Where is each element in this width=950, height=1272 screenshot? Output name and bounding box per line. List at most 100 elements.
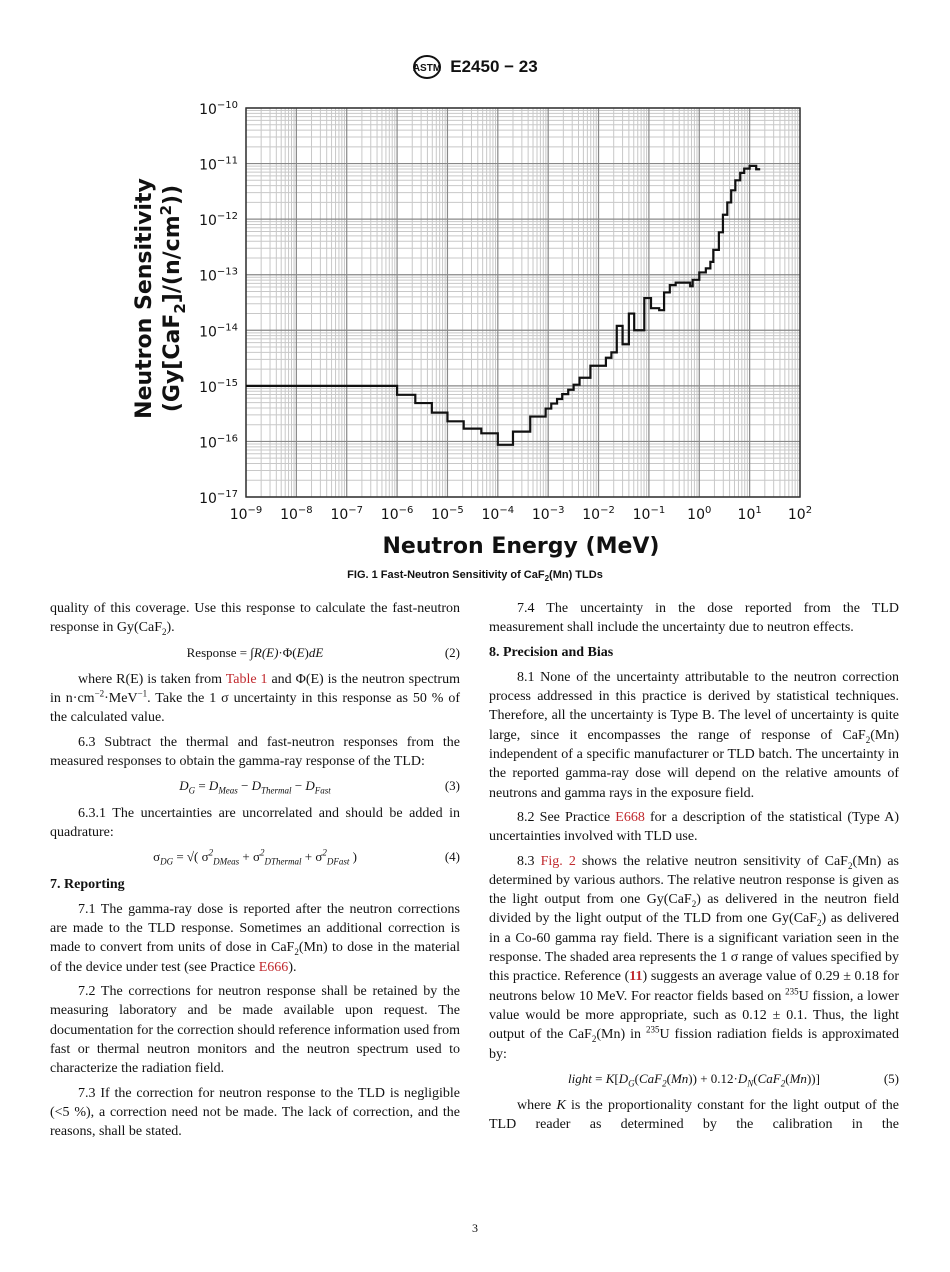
caption-text: FIG. 1 Fast-Neutron Sensitivity of CaF [347, 569, 545, 581]
text-run: R(E) [253, 644, 279, 660]
reference-link[interactable]: E666 [258, 959, 289, 975]
text-run: dE [308, 644, 324, 660]
tick-exponent: −4 [499, 505, 514, 516]
tick-base: 10 [199, 213, 217, 229]
document-id: E2450 − 23 [450, 57, 538, 76]
text-run: 7.4 The uncertainty in the dose reported… [489, 601, 899, 636]
tick-exponent: −6 [399, 505, 414, 516]
equation: light = K[DG(CaF2(Mn)) + 0.12·DN(CaF2(Mn… [489, 1069, 899, 1088]
text-run: 2 [780, 1078, 786, 1089]
text-run: (Mn) independent of a specific manufactu… [489, 727, 899, 801]
tick-base: 10 [199, 102, 217, 118]
text-run: for a description of the statistical (Ty… [489, 809, 900, 845]
text-run: D [618, 1070, 629, 1086]
paragraph: 7.4 The uncertainty in the dose reported… [489, 599, 899, 638]
text-run: 7.2 The corrections for neutron response… [50, 984, 460, 1077]
equation-number: (3) [444, 778, 460, 794]
tick-base: 10 [482, 507, 500, 523]
text-run: DG [160, 856, 174, 867]
y-axis-title: Neutron Sensitivity (Gy[CaF2]/(n/cm2)) [132, 178, 189, 419]
paragraph: 6.3.1 The uncertainties are uncorrelated… [50, 804, 460, 843]
text-run: 2 [847, 860, 853, 871]
paragraph: where K is the proportionality constant … [489, 1096, 899, 1135]
text-run: Response = ∫ [186, 644, 254, 660]
text-run: light [568, 1070, 592, 1086]
text-run: 2 [817, 918, 822, 929]
text-run: where [517, 1098, 557, 1114]
equation: Response = ∫R(E)·Φ(E)dE (2) [50, 643, 460, 662]
tick-base: 10 [431, 507, 449, 523]
text-run: 6.3 Subtract the thermal and fast-neutro… [50, 734, 460, 770]
section-heading: 7. Reporting [50, 875, 460, 894]
caption-subscript: 2 [544, 574, 550, 584]
text-run: and Φ(E) is the neutron spectrum in n·cm [50, 671, 460, 707]
text-run: . Take the 1 σ uncertainty in this respo… [50, 691, 460, 726]
text-run: = √( σ [173, 849, 209, 865]
reference-link[interactable]: 11 [629, 969, 643, 985]
y-axis-title-line1: Neutron Sensitivity [132, 178, 157, 419]
tick-base: 10 [199, 324, 217, 340]
text-run: 2 [662, 1078, 667, 1089]
text-run: ·Φ( [278, 644, 297, 660]
text-run: ) as delivered in the neutron field divi… [489, 892, 899, 927]
y-tick-label: 10−11 [199, 156, 238, 174]
tick-exponent: −1 [650, 505, 665, 516]
text-run: Mn [670, 1070, 689, 1086]
svg-text:ASTM: ASTM [413, 63, 441, 74]
x-tick-label: 101 [738, 505, 762, 523]
paragraph: 7.1 The gamma-ray dose is reported after… [50, 900, 460, 977]
y-axis-title-part: )) [160, 185, 185, 205]
text-run: − [237, 778, 252, 794]
text-run: 2 [259, 847, 265, 858]
tick-exponent: −5 [449, 505, 464, 516]
y-tick-label: 10−17 [199, 489, 238, 507]
y-tick-label: 10−15 [199, 378, 238, 396]
text-run: U fission, a lower value would be more a… [489, 988, 899, 1043]
text-run: ( [666, 1070, 671, 1086]
text-run: K [556, 1098, 566, 1114]
tick-exponent: −14 [217, 322, 238, 333]
text-run: (Mn) as determined by various authors. T… [489, 853, 899, 908]
text-run: 2 [162, 627, 167, 638]
text-run: K [605, 1070, 615, 1086]
text-run: DMeas [213, 856, 240, 867]
text-run: σ [153, 849, 161, 865]
text-run: is the proportionality constant for the … [489, 1098, 899, 1133]
reference-link[interactable]: E668 [615, 809, 645, 825]
text-run: 235 [645, 1024, 660, 1035]
x-axis-title: Neutron Energy (MeV) [383, 534, 660, 559]
text-run: [ [614, 1070, 619, 1086]
neutron-sensitivity-chart: 10−9 10−8 10−7 10−6 10−5 10−4 10−3 10−2 10−1 100 1… [132, 100, 812, 559]
page-number: 3 [472, 1221, 478, 1235]
text-run: (Mn) in [596, 1027, 646, 1043]
reference-link[interactable]: Fig. 2 [540, 853, 576, 869]
tick-exponent: −7 [348, 505, 363, 516]
tick-exponent: 2 [806, 505, 812, 516]
text-run: D [305, 778, 315, 794]
y-axis-title-part: 2 [157, 205, 175, 215]
paragraph: where R(E) is taken from Table 1 and Φ(E… [50, 670, 460, 728]
equation-number: (2) [444, 644, 460, 660]
astm-logo-icon: ASTM [413, 55, 441, 79]
text-run: −1 [137, 688, 148, 699]
caption-text-end: (Mn) TLDs [549, 569, 603, 581]
tick-exponent: −8 [298, 505, 313, 516]
plot-frame [245, 107, 801, 498]
text-run: 2 [691, 898, 697, 909]
text-run: 8.3 [517, 853, 541, 869]
text-run: D [737, 1070, 748, 1086]
text-run: 7.1 The gamma-ray dose is reported after… [50, 901, 460, 956]
tick-base: 10 [788, 507, 806, 523]
text-run: 2 [322, 847, 327, 858]
text-run: ))] [806, 1070, 820, 1086]
text-run: 2 [865, 734, 871, 745]
left-column: quality of this coverage. Use this respo… [50, 599, 460, 1146]
text-run: Mn [789, 1070, 807, 1086]
reference-link[interactable]: Table 1 [225, 671, 268, 687]
text-run: ( [753, 1070, 758, 1086]
text-run: 2 [208, 847, 214, 858]
right-column: 7.4 The uncertainty in the dose reported… [489, 599, 899, 1140]
text-run: ·MeV [104, 691, 138, 707]
tick-exponent: −2 [600, 505, 615, 516]
text-run: = [195, 778, 209, 794]
